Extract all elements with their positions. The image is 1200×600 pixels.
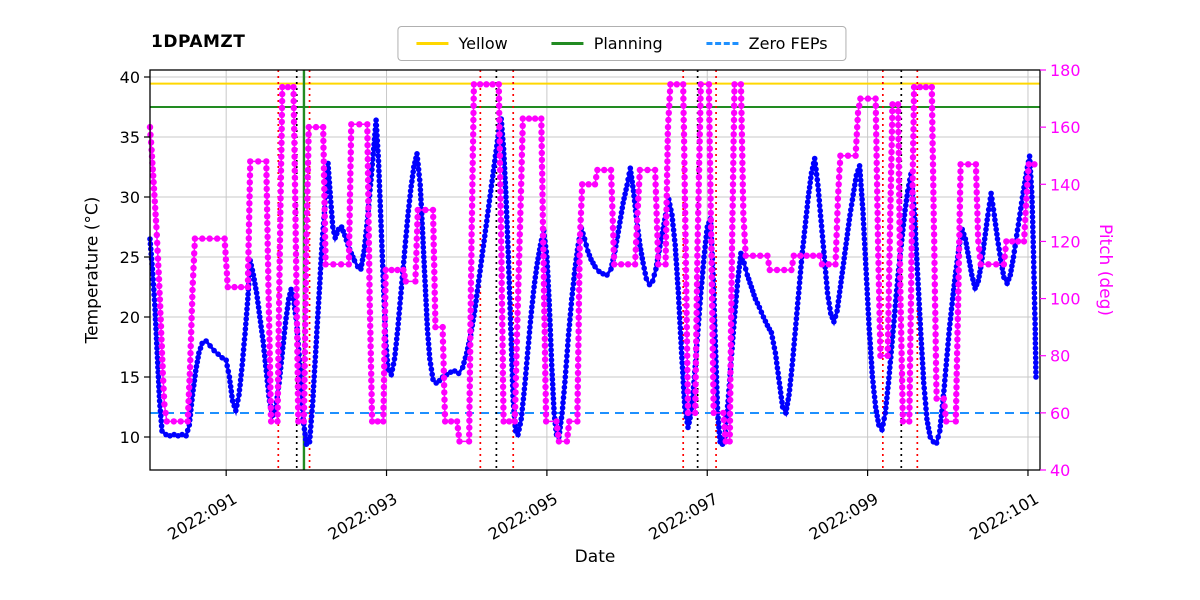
y-tick-label-left: 20 (120, 308, 140, 327)
y-tick-label-right: 180 (1050, 61, 1081, 80)
legend-item-label: Planning (593, 34, 663, 53)
y-tick-label-left: 15 (120, 368, 140, 387)
legend-line-sample (551, 42, 584, 45)
y-tick-label-right: 60 (1050, 404, 1070, 423)
x-axis-label: Date (574, 547, 616, 567)
x-tick-label: 2022:093 (325, 489, 401, 544)
y-tick-label-right: 80 (1050, 347, 1070, 366)
y-tick-label-right: 140 (1050, 175, 1081, 194)
y-tick-label-right: 100 (1050, 290, 1081, 309)
legend: Yellow Planning Zero FEPs (397, 26, 847, 61)
y-axis-label-left-text: Temperature (°C) (82, 196, 103, 344)
y-tick-label-left: 40 (120, 68, 140, 87)
legend-item-yellow: Yellow (416, 34, 508, 53)
y-axis-label-left: Temperature (°C) (70, 70, 114, 470)
y-tick-label-left: 25 (120, 248, 140, 267)
x-tick-label: 2022:091 (164, 489, 240, 544)
x-tick-label: 2022:095 (485, 489, 561, 544)
y-tick-label-right: 120 (1050, 232, 1081, 251)
legend-item-planning: Planning (551, 34, 663, 53)
y-tick-label-left: 10 (120, 428, 140, 447)
chart-title: 1DPAMZT (151, 32, 246, 52)
legend-line-sample (706, 42, 739, 45)
x-tick-label: 2022:099 (806, 489, 882, 544)
legend-item-zero-feps: Zero FEPs (706, 34, 828, 53)
legend-line-sample (416, 42, 449, 45)
y-tick-label-right: 40 (1050, 461, 1070, 480)
legend-item-label: Yellow (458, 34, 508, 53)
legend-item-label: Zero FEPs (748, 34, 828, 53)
y-tick-label-left: 35 (120, 128, 140, 147)
y-tick-label-left: 30 (120, 188, 140, 207)
x-tick-label: 2022:097 (645, 489, 721, 544)
pitch-series-markers (146, 81, 1038, 445)
y-axis-label-right: Pitch (deg) (1085, 70, 1125, 470)
y-tick-label-right: 160 (1050, 118, 1081, 137)
x-tick-label: 2022:101 (966, 489, 1042, 544)
y-axis-label-right-text: Pitch (deg) (1095, 223, 1116, 317)
plot-border (149, 69, 1041, 471)
